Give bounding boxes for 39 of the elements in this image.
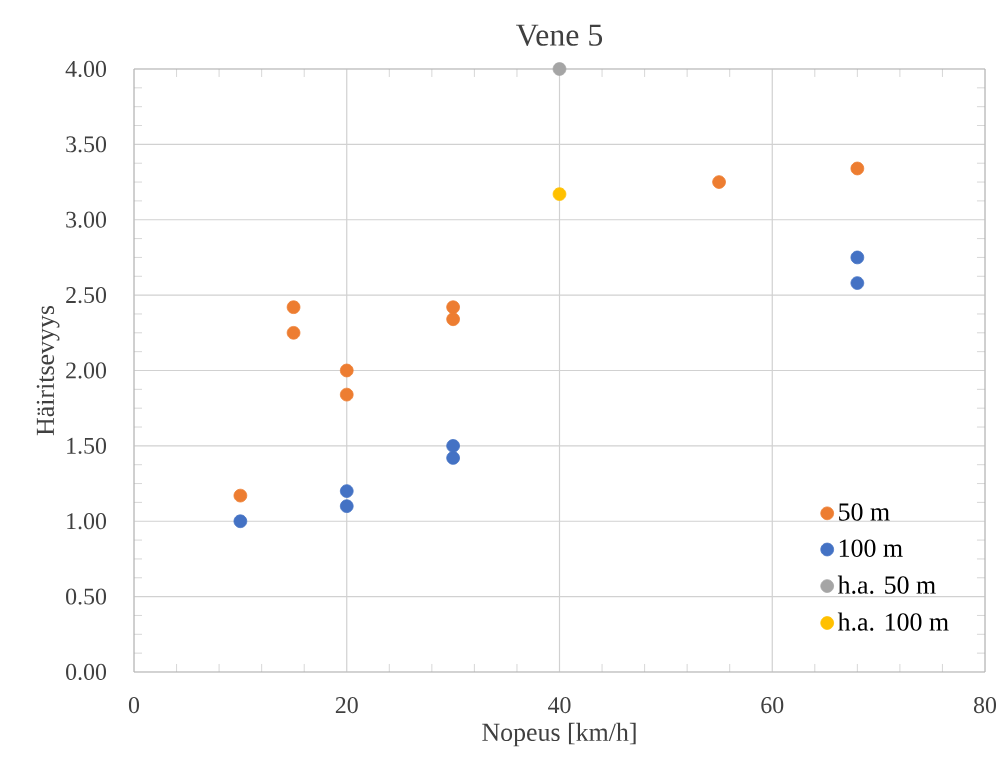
point [233, 488, 248, 503]
legend-label: h.a. 50 m [837, 575, 936, 594]
x-tick-label: 0 [128, 697, 140, 714]
point [552, 187, 567, 201]
y-tick-label: 0.00 [66, 663, 107, 681]
point [850, 250, 865, 265]
y-tick-label: 1.00 [67, 513, 107, 530]
point [339, 387, 354, 402]
point [712, 175, 726, 189]
point [286, 326, 301, 340]
y-tick-label: 0.50 [66, 588, 107, 605]
point [552, 62, 567, 76]
point [446, 451, 460, 465]
point [339, 484, 354, 498]
y-tick-label: 3.50 [66, 136, 107, 153]
x-tick-label: 40 [548, 697, 571, 714]
point [233, 514, 248, 529]
x-tick-label: 60 [761, 697, 784, 714]
x-tick-label: 80 [973, 697, 997, 714]
x-tick-label: 20 [335, 697, 358, 714]
point [850, 161, 865, 176]
y-tick-label: 3.00 [66, 211, 107, 228]
y-tick-label: 4.00 [65, 60, 107, 78]
point [446, 300, 460, 314]
chart-title: Vene 5 [516, 24, 603, 46]
legend-label: 100 m [839, 539, 903, 557]
point [339, 363, 354, 378]
legend-label: 50 m [839, 503, 890, 521]
point [446, 312, 460, 327]
point [339, 499, 354, 513]
y-tick-label: 1.50 [67, 437, 107, 454]
y-axis-title: Häiritsevyys [36, 305, 60, 436]
point [446, 439, 460, 453]
y-tick-label: 2.50 [66, 286, 107, 304]
y-tick-label: 2.00 [66, 362, 107, 379]
point [850, 276, 865, 290]
legend-label: h.a. 100 m [837, 612, 949, 631]
point [286, 300, 301, 314]
x-axis-title: Nopeus [km/h] [482, 722, 636, 747]
